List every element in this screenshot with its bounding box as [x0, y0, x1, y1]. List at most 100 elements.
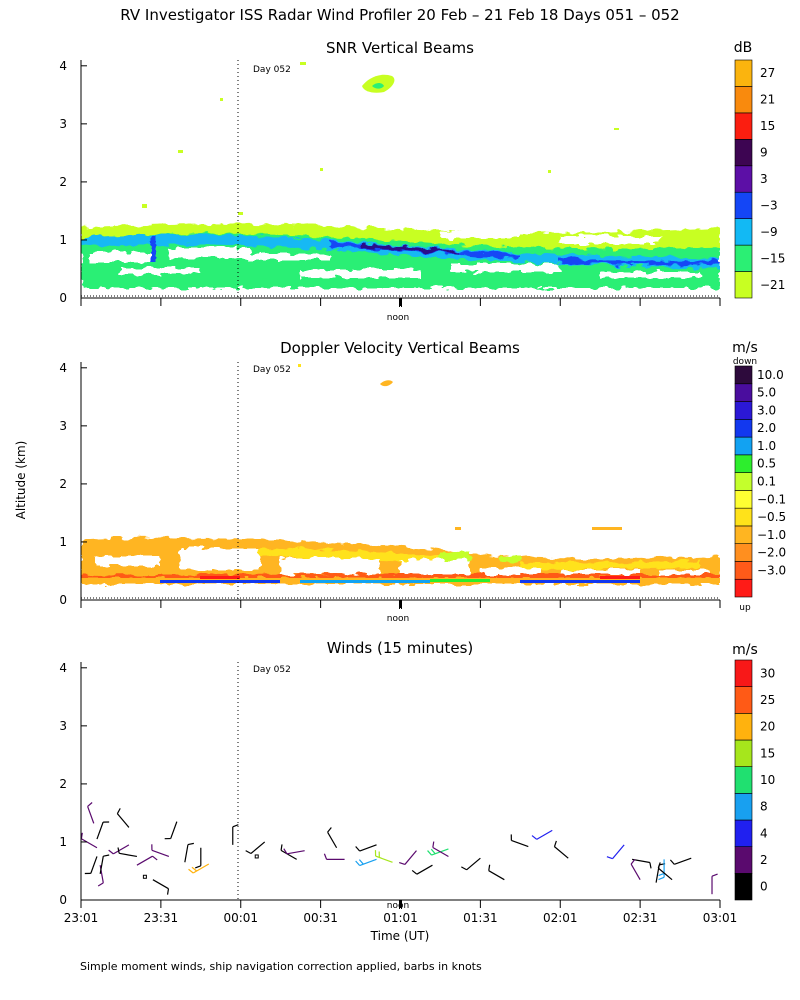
- wind-barb: [632, 858, 652, 869]
- colorbar-tick-label: 2: [760, 853, 768, 867]
- wind-barb: [399, 850, 417, 866]
- wind-barb: [411, 864, 433, 875]
- colorbar-swatch: [734, 436, 753, 456]
- y-axis-label: Altitude (km): [14, 441, 28, 520]
- barb-staff: [184, 844, 189, 863]
- x-tick-label: 23:01: [64, 911, 99, 925]
- x-tick-label: 02:01: [543, 911, 578, 925]
- doppler-heatmap: [81, 364, 720, 584]
- snr-echo-dot: [238, 212, 243, 215]
- barb-feather: [191, 866, 198, 872]
- colorbar-tick-label: 9: [760, 146, 768, 160]
- colorbar-swatch: [734, 561, 753, 580]
- wind-barb: [461, 857, 481, 871]
- barb-staff: [113, 844, 130, 855]
- colorbar-tick-label: 1.0: [757, 439, 776, 453]
- y-tick-label: 2: [59, 477, 67, 491]
- colorbar-swatch: [734, 86, 753, 114]
- doppler-colorbar-top-label: down: [733, 357, 757, 367]
- y-tick-label: 1: [59, 233, 67, 247]
- wind-barb: [254, 854, 259, 859]
- barb-staff: [81, 838, 98, 849]
- wind-barb: [669, 857, 692, 865]
- doppler-echo-dot: [298, 364, 301, 367]
- barb-feather: [669, 859, 675, 865]
- wind-barb: [142, 874, 147, 879]
- wind-barb: [80, 832, 98, 849]
- barb-staff: [170, 821, 178, 839]
- colorbar-swatch: [734, 543, 753, 562]
- doppler-day-label: Day 052: [253, 365, 291, 375]
- wind-barb: [99, 854, 110, 874]
- barb-feather: [327, 827, 332, 833]
- colorbar-tick-label: 2.0: [757, 421, 776, 435]
- barb-feather: [80, 832, 83, 839]
- snr-echo-dot: [220, 98, 223, 101]
- calm-marker: [142, 874, 147, 879]
- doppler-gaps: [95, 548, 710, 578]
- snr-layer-green: [81, 233, 720, 288]
- barb-staff: [96, 821, 104, 840]
- colorbar-swatch: [734, 873, 753, 901]
- colorbar-tick-label: 15: [760, 746, 775, 760]
- barb-staff: [87, 806, 95, 824]
- colorbar-tick-label: −0.1: [757, 492, 786, 506]
- barb-staff: [432, 846, 449, 857]
- colorbar-swatch: [734, 365, 753, 385]
- figure-title: RV Investigator ISS Radar Wind Profiler …: [120, 6, 679, 24]
- barb-staff: [99, 856, 104, 874]
- barb-feather: [152, 855, 158, 861]
- winds-y-ticks: 0 1 2 3 4: [59, 661, 87, 907]
- barb-feather: [283, 848, 288, 855]
- barb-feather: [232, 824, 239, 828]
- winds-noon-label: noon: [387, 901, 409, 911]
- snr-panel-title: SNR Vertical Beams: [326, 39, 474, 57]
- colorbar-tick-label: −9: [760, 225, 778, 239]
- winds-unit-label: m/s: [732, 642, 758, 658]
- colorbar-tick-label: 27: [760, 66, 775, 80]
- wind-barb: [327, 827, 338, 849]
- x-tick-label: 01:01: [383, 911, 418, 925]
- snr-panel: SNR Vertical Beams: [59, 39, 785, 323]
- barb-staff: [359, 858, 377, 867]
- y-tick-label: 3: [59, 719, 67, 733]
- colorbar-tick-label: −2.0: [757, 546, 786, 560]
- colorbar-swatch: [734, 218, 753, 246]
- doppler-surface-band-blue: [520, 580, 640, 583]
- wind-barb: [116, 808, 130, 828]
- doppler-y-ticks: 0 1 2 3 4: [59, 361, 87, 607]
- barb-feather: [280, 844, 283, 851]
- colorbar-swatch: [734, 59, 753, 87]
- barb-feather: [658, 876, 665, 881]
- barb-staff: [375, 855, 393, 863]
- colorbar-swatch: [734, 846, 753, 874]
- wind-barb: [188, 863, 210, 874]
- colorbar-swatch: [734, 793, 753, 821]
- barb-staff: [488, 870, 505, 881]
- wind-barb: [87, 802, 95, 824]
- snr-gaps: [90, 232, 700, 278]
- wind-barb: [374, 850, 393, 863]
- y-tick-label: 3: [59, 419, 67, 433]
- wind-barb: [355, 844, 377, 852]
- colorbar-swatch: [734, 112, 753, 140]
- snr-heatmap: [81, 62, 720, 288]
- barb-feather: [187, 842, 194, 846]
- doppler-x-ticks: [80, 600, 721, 609]
- doppler-layer-yellow: [260, 548, 700, 570]
- colorbar-swatch: [734, 659, 753, 687]
- barb-feather: [117, 847, 120, 854]
- colorbar-tick-label: 20: [760, 720, 775, 734]
- colorbar-swatch: [734, 578, 753, 598]
- barb-staff: [90, 856, 98, 874]
- colorbar-swatch: [734, 686, 753, 714]
- winds-day-label: Day 052: [253, 665, 291, 675]
- colorbar-swatch: [734, 525, 753, 544]
- snr-near-surface: [81, 279, 720, 288]
- doppler-isolated-echo: [380, 380, 393, 387]
- colorbar-tick-label: 8: [760, 800, 768, 814]
- barb-feather: [355, 846, 361, 852]
- snr-echo-dot: [614, 128, 619, 130]
- barb-staff: [612, 844, 625, 860]
